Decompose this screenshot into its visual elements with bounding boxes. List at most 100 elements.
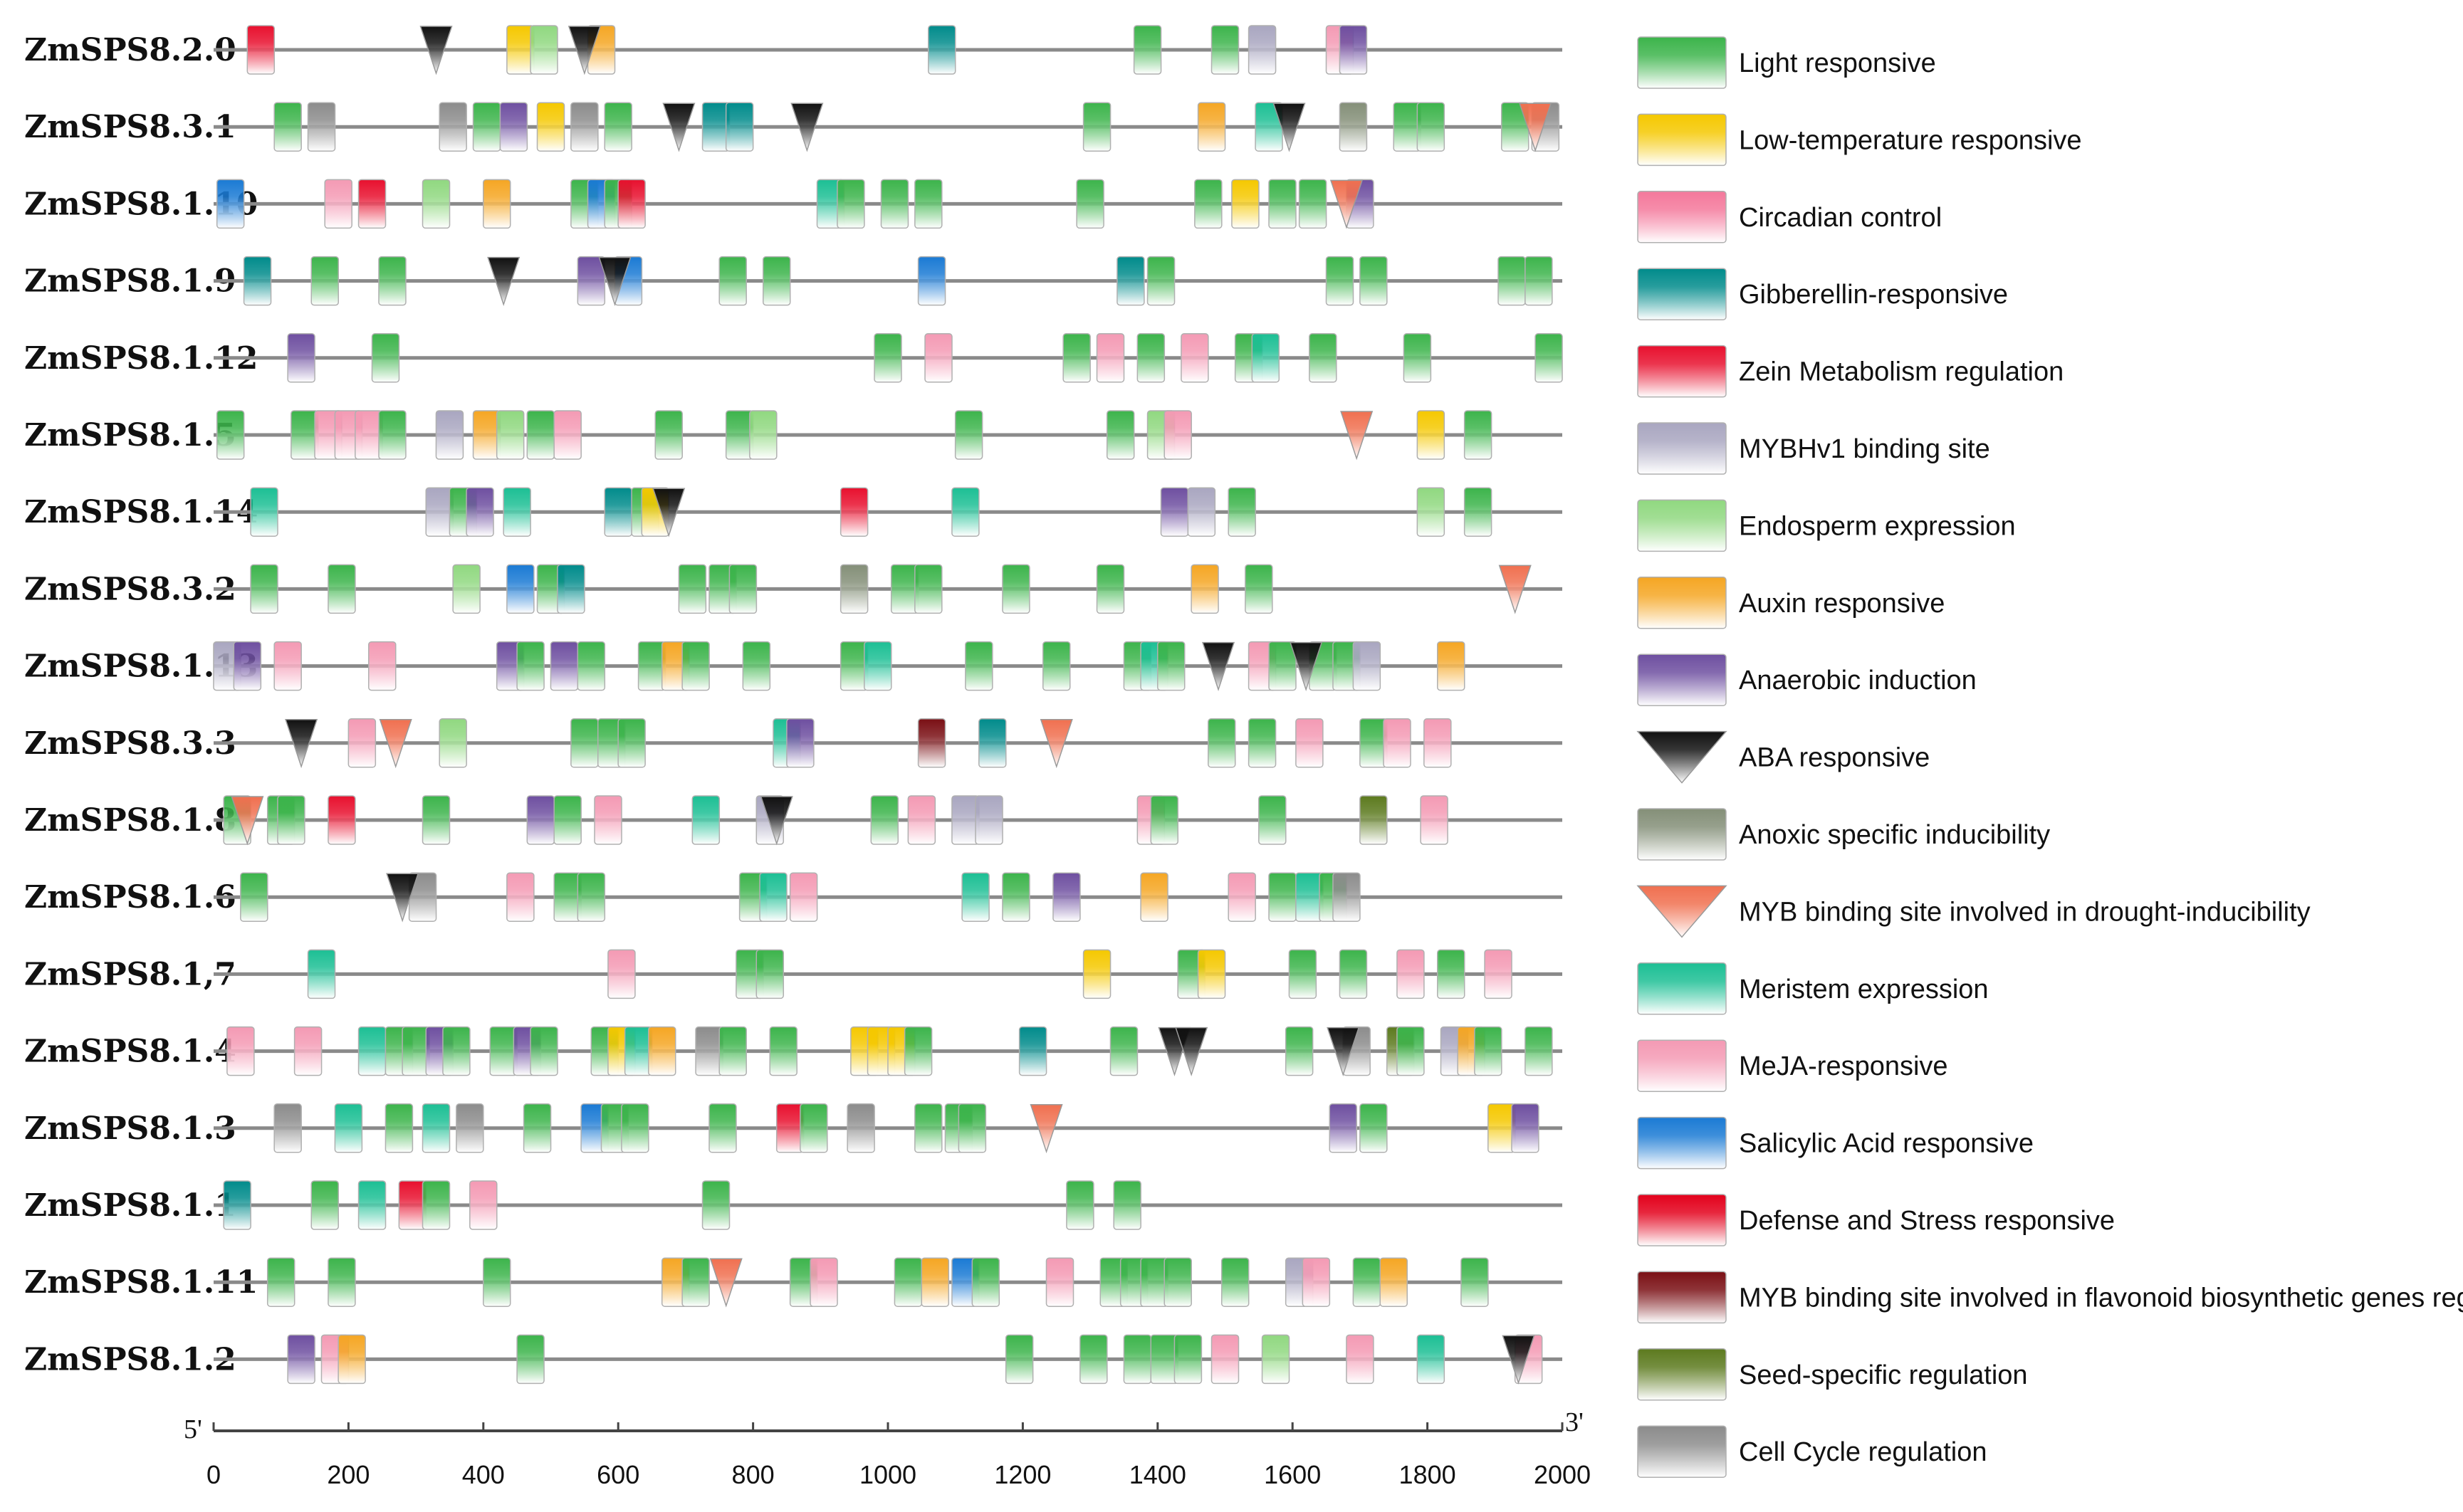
legend-swatch-flavonoid xyxy=(1637,1271,1727,1324)
position-axis: 5' 3' 0 200 400 600 800 1000 1200 1400 1600 1800 2… xyxy=(184,1407,1591,1489)
legend-label: Seed-specific regulation xyxy=(1739,1360,2028,1390)
cis-element-light xyxy=(971,1257,1000,1307)
cis-element-light xyxy=(1359,256,1388,306)
cis-element-light xyxy=(1474,1026,1502,1076)
cis-element-cellcycle xyxy=(273,1103,302,1153)
cis-element-light xyxy=(914,179,943,229)
cis-element-lowtemp xyxy=(536,102,565,152)
cis-element-meristem xyxy=(357,1026,387,1076)
cis-element-light xyxy=(1359,1103,1388,1153)
cis-element-light xyxy=(482,1257,511,1307)
cis-element-lowtemp xyxy=(1082,949,1112,999)
legend-item-salicylic: Salicylic Acid responsive xyxy=(1637,1116,2034,1170)
gene-label: ZmSPS8.1.5 xyxy=(24,417,236,453)
cis-element-meja xyxy=(226,1026,255,1076)
cis-element-light xyxy=(1002,872,1030,922)
cis-element-light xyxy=(553,872,582,922)
cis-element-aba xyxy=(1272,103,1306,152)
cis-element-endosperm xyxy=(1416,487,1445,537)
cis-element-light xyxy=(1076,179,1104,229)
cis-element-meja xyxy=(355,410,383,460)
legend-label: ABA responsive xyxy=(1739,743,1930,773)
cis-element-meristem xyxy=(307,949,336,999)
cis-element-light xyxy=(472,102,501,152)
cis-element-gibberellin xyxy=(1117,256,1145,306)
legend-item-aba: ABA responsive xyxy=(1636,730,1930,784)
legend-label: MYBHv1 binding site xyxy=(1739,434,1990,464)
legend-swatch-gibberellin xyxy=(1637,268,1727,320)
gene-row: ZmSPS8.1.2 xyxy=(24,1334,1562,1385)
cis-element-light xyxy=(1062,333,1091,383)
cis-element-lowtemp xyxy=(1487,1103,1516,1153)
cis-element-light xyxy=(718,1026,747,1076)
cis-element-auxin xyxy=(1436,641,1465,691)
cis-element-anoxic xyxy=(840,564,869,614)
cis-element-aba xyxy=(1502,1335,1535,1385)
cis-element-meja xyxy=(1420,795,1448,845)
cis-element-light xyxy=(1113,1180,1141,1230)
cis-element-light xyxy=(728,564,758,614)
cis-element-light xyxy=(1194,179,1223,229)
cis-element-meristem xyxy=(334,1103,363,1153)
gene-label: ZmSPS8.1.8 xyxy=(24,802,236,839)
cis-element-light xyxy=(378,410,407,460)
legend-swatch-light xyxy=(1637,36,1727,89)
axis-tick-label: 400 xyxy=(462,1460,505,1489)
legend-item-auxin: Auxin responsive xyxy=(1637,577,1945,629)
cis-element-gibberellin xyxy=(725,102,754,152)
cis-element-anaerobic xyxy=(1160,487,1189,537)
cis-element-aba xyxy=(568,26,601,75)
cis-element-meja xyxy=(907,795,936,845)
cis-element-mybdrought xyxy=(1519,103,1552,152)
cis-element-meristem xyxy=(1251,333,1280,383)
cis-element-light xyxy=(837,179,865,229)
cis-element-light xyxy=(489,1026,518,1076)
cis-element-light xyxy=(1534,333,1563,383)
cis-element-salicylic xyxy=(917,256,946,306)
cis-element-light xyxy=(755,949,785,999)
cis-element-meja xyxy=(1383,718,1411,768)
legend-item-endosperm: Endosperm expression xyxy=(1637,499,2016,552)
cis-element-anaerobic xyxy=(577,256,606,306)
legend-swatch-seed xyxy=(1637,1348,1727,1401)
cis-element-light xyxy=(914,564,943,614)
cis-element-light xyxy=(1258,795,1287,845)
cis-element-aba xyxy=(1327,1027,1360,1076)
cis-element-light xyxy=(1352,1257,1381,1307)
legend-label: Anaerobic induction xyxy=(1739,666,1977,695)
cis-element-meja xyxy=(368,641,397,691)
legend-label: Meristem expression xyxy=(1739,975,1989,1004)
cis-element-light xyxy=(725,410,754,460)
gene-row: ZmSPS8.1.6 xyxy=(24,872,1562,923)
axis-tick-label: 800 xyxy=(732,1460,775,1489)
cis-element-light xyxy=(250,564,278,614)
cis-element-light xyxy=(958,1103,987,1153)
cis-element-light xyxy=(965,641,993,691)
cis-element-mybdrought xyxy=(709,1258,743,1308)
legend-swatch-meja xyxy=(1637,1039,1727,1092)
cis-element-light xyxy=(328,564,356,614)
cis-element-mybdrought xyxy=(1340,411,1374,461)
cis-element-light xyxy=(577,641,606,691)
cis-element-light xyxy=(1163,1257,1192,1307)
cis-element-light xyxy=(371,333,400,383)
cis-element-light xyxy=(1002,564,1030,614)
cis-element-anaerobic xyxy=(1339,25,1368,75)
cis-element-auxin xyxy=(921,1257,950,1307)
legend-swatch-meristem xyxy=(1637,962,1727,1015)
cis-element-lowtemp xyxy=(1416,410,1445,460)
cis-element-anaerobic xyxy=(786,718,815,768)
cis-element-aba xyxy=(1201,641,1235,691)
cis-element-meja xyxy=(1484,949,1512,999)
legend-label: Gibberellin-responsive xyxy=(1739,280,2008,310)
cis-element-light xyxy=(604,102,632,152)
cis-element-light xyxy=(894,1257,923,1307)
cis-element-cellcycle xyxy=(1332,872,1361,922)
cis-element-light xyxy=(402,1026,430,1076)
cis-element-light xyxy=(328,1257,356,1307)
gene-label: ZmSPS8.1.4 xyxy=(24,1034,236,1070)
legend-label: Defense and Stress responsive xyxy=(1739,1206,2115,1236)
gene-label: ZmSPS8.2.0 xyxy=(24,32,236,68)
cis-element-light xyxy=(266,1257,296,1307)
cis-element-auxin xyxy=(1379,1257,1408,1307)
